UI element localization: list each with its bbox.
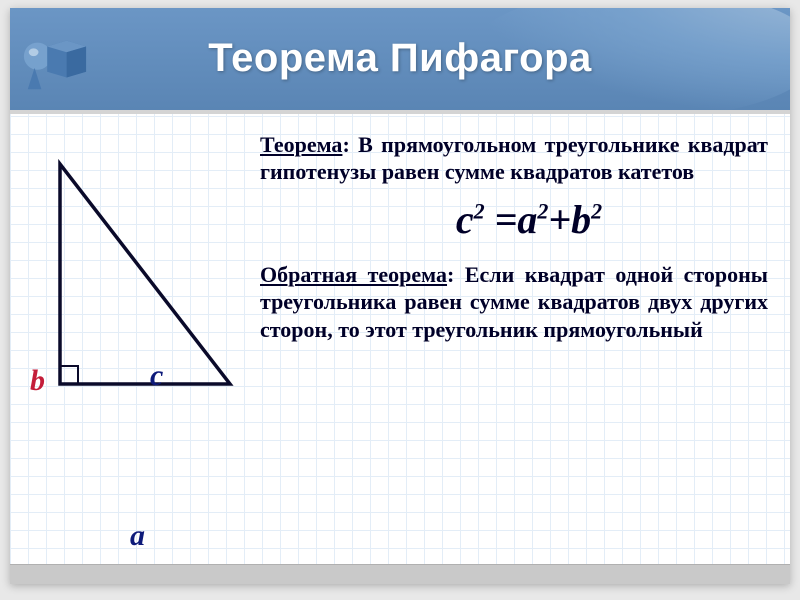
label-a: a (130, 519, 145, 553)
right-angle-icon (60, 366, 78, 384)
slide-content: b c a Теорема: В прямоугольном треугольн… (10, 114, 790, 564)
slide-footer (10, 564, 790, 584)
label-b: b (30, 364, 45, 398)
slide: Теорема Пифагора b c a Теорема: В прямоу… (10, 8, 790, 584)
formula: c2 =a2+b2 (290, 196, 768, 243)
reverse-theorem-text: Обратная теорема: Если квадрат одной сто… (260, 261, 768, 344)
triangle-diagram: b c a (10, 114, 260, 564)
theorem-text: Теорема: В прямоугольном треугольнике кв… (260, 132, 768, 186)
label-c: c (150, 359, 163, 393)
theorem-label: Теорема (260, 132, 342, 157)
reverse-label: Обратная теорема (260, 262, 447, 287)
text-column: Теорема: В прямоугольном треугольнике кв… (260, 114, 790, 564)
triangle-shape (60, 164, 230, 384)
slide-title: Теорема Пифагора (10, 36, 790, 81)
slide-header: Теорема Пифагора (10, 8, 790, 114)
